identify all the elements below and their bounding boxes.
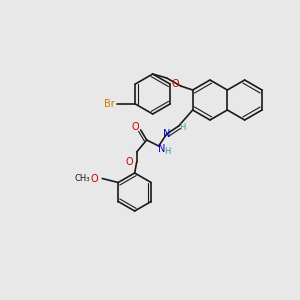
Text: O: O bbox=[172, 79, 179, 89]
Text: Br: Br bbox=[104, 99, 115, 109]
Text: CH₃: CH₃ bbox=[74, 174, 90, 183]
Text: N: N bbox=[163, 129, 170, 139]
Text: H: H bbox=[179, 124, 186, 133]
Text: O: O bbox=[132, 122, 140, 132]
Text: O: O bbox=[90, 173, 98, 184]
Text: O: O bbox=[126, 157, 134, 167]
Text: H: H bbox=[164, 146, 171, 155]
Text: N: N bbox=[158, 144, 165, 154]
